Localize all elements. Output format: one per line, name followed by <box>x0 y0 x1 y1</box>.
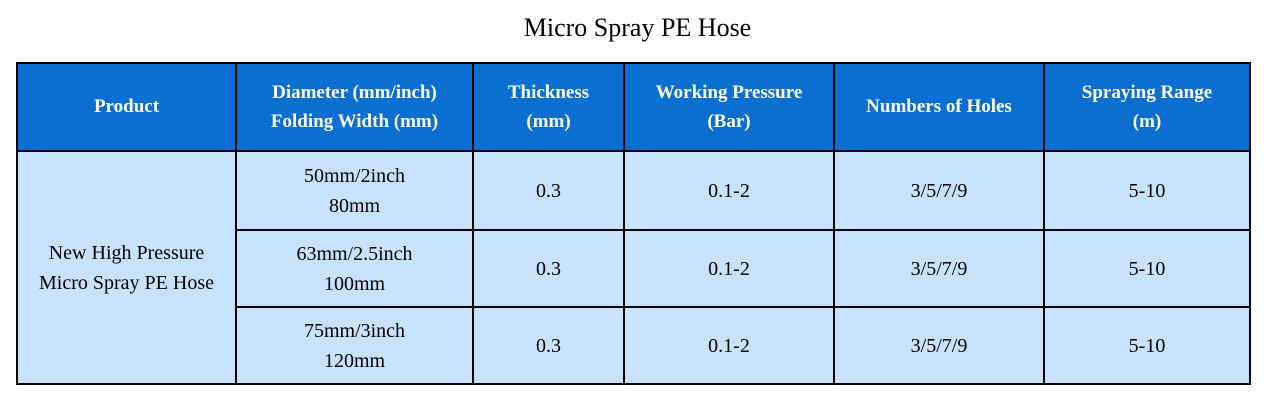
cell-diameter: 75mm/3inch 120mm <box>235 306 474 385</box>
header-label: Numbers of Holes <box>866 96 1012 118</box>
table-row: 75mm/3inch 120mm 0.3 0.1-2 3/5/7/9 5-10 <box>17 306 1251 385</box>
diameter-line1: 75mm/3inch <box>303 319 406 342</box>
product-name-line2: Micro Spray PE Hose <box>39 271 214 294</box>
header-label-line1: Working Pressure <box>655 81 803 103</box>
diameter-line2: 80mm <box>328 194 381 217</box>
header-label-line2: (m) <box>1132 111 1162 132</box>
table-row: 63mm/2.5inch 100mm 0.3 0.1-2 3/5/7/9 5-1… <box>17 229 1251 308</box>
header-label: Product <box>93 96 160 118</box>
diameter-line2: 100mm <box>323 272 386 295</box>
cell-range: 5-10 <box>1043 306 1251 385</box>
table-header: Product Diameter (mm/inch) Folding Width… <box>16 62 1251 152</box>
cell-thickness: 0.3 <box>472 229 625 308</box>
cell-holes: 3/5/7/9 <box>833 306 1045 385</box>
header-label-line1: Diameter (mm/inch) <box>272 81 437 103</box>
header-cell-range: Spraying Range (m) <box>1043 62 1251 152</box>
header-label-line1: Thickness <box>507 81 590 103</box>
cell-range: 5-10 <box>1043 150 1251 231</box>
diameter-line1: 63mm/2.5inch <box>296 242 413 265</box>
cell-pressure: 0.1-2 <box>623 150 835 231</box>
header-label-line1: Spraying Range <box>1081 81 1213 103</box>
diameter-line1: 50mm/2inch <box>303 164 406 187</box>
cell-holes: 3/5/7/9 <box>833 229 1045 308</box>
diameter-line2: 120mm <box>323 349 386 372</box>
table-row: New High Pressure Micro Spray PE Hose 50… <box>16 150 1251 385</box>
cell-product-name: New High Pressure Micro Spray PE Hose <box>16 150 237 385</box>
header-label-line2: Folding Width (mm) <box>270 111 439 132</box>
cell-pressure: 0.1-2 <box>623 229 835 308</box>
header-label-line2: (mm) <box>526 111 571 132</box>
header-row: Product Diameter (mm/inch) Folding Width… <box>16 62 1251 152</box>
cell-holes: 3/5/7/9 <box>833 150 1045 231</box>
cell-thickness: 0.3 <box>472 150 625 231</box>
cell-range: 5-10 <box>1043 229 1251 308</box>
cell-diameter: 63mm/2.5inch 100mm <box>235 229 474 308</box>
cell-diameter: 50mm/2inch 80mm <box>235 150 474 231</box>
spec-table: Product Diameter (mm/inch) Folding Width… <box>16 62 1251 385</box>
table-body: New High Pressure Micro Spray PE Hose 50… <box>16 150 1251 385</box>
page-title: Micro Spray PE Hose <box>523 13 752 42</box>
header-cell-thickness: Thickness (mm) <box>472 62 625 152</box>
cell-pressure: 0.1-2 <box>623 306 835 385</box>
product-name-line1: New High Pressure <box>48 241 205 264</box>
header-cell-diameter: Diameter (mm/inch) Folding Width (mm) <box>235 62 474 152</box>
header-cell-pressure: Working Pressure (Bar) <box>623 62 835 152</box>
header-cell-holes: Numbers of Holes <box>833 62 1045 152</box>
header-label-line2: (Bar) <box>707 111 751 132</box>
header-cell-product: Product <box>16 62 237 152</box>
cell-thickness: 0.3 <box>472 306 625 385</box>
